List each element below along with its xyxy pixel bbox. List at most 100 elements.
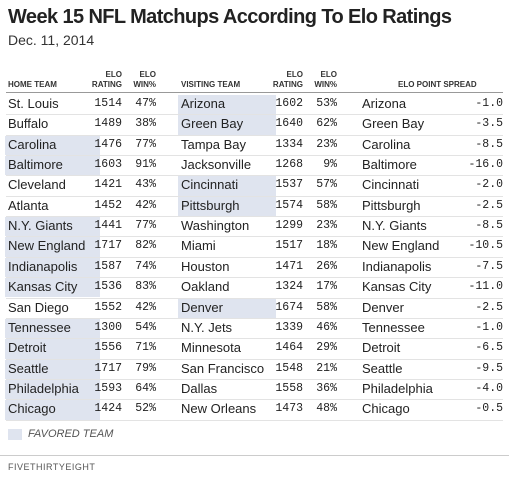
number-cell: 52%: [135, 402, 156, 416]
team-cell: Tennessee: [362, 319, 425, 335]
number-cell: 53%: [316, 97, 337, 110]
header-rule: [6, 92, 503, 93]
number-cell: 1517: [275, 239, 303, 253]
column-header: ELO POINT SPREAD: [398, 80, 477, 89]
number-cell: 43%: [135, 178, 156, 192]
team-cell: Pittsburgh: [362, 197, 421, 213]
team-cell: St. Louis: [8, 96, 59, 111]
team-cell: Washington: [181, 218, 250, 234]
number-cell: 1441: [94, 219, 122, 233]
favored-highlight: [5, 217, 100, 237]
row-rule: [6, 195, 503, 197]
number-cell: 1300: [94, 320, 122, 334]
row-rule: [6, 236, 503, 238]
number-cell: 26%: [316, 259, 337, 273]
row-rule: [6, 378, 503, 380]
number-cell: -4.0: [475, 381, 503, 395]
team-cell: N.Y. Giants: [362, 218, 427, 234]
number-cell: -6.5: [475, 341, 503, 355]
team-cell: San Francisco: [181, 360, 265, 376]
team-cell: Tennessee: [8, 319, 71, 335]
row-rule: [6, 297, 503, 299]
number-cell: -2.5: [475, 198, 503, 212]
row-rule: [6, 419, 503, 421]
number-cell: 1339: [275, 320, 303, 334]
team-cell: Seattle: [8, 360, 49, 376]
number-cell: 23%: [316, 137, 337, 151]
team-cell: Kansas City: [8, 279, 78, 295]
footer-rule: [0, 455, 509, 456]
team-cell: Philadelphia: [8, 380, 79, 396]
number-cell: 1558: [275, 381, 303, 395]
column-header: RATING: [272, 80, 303, 89]
number-cell: 48%: [316, 402, 337, 416]
column-header: HOME TEAM: [8, 80, 57, 89]
number-cell: 38%: [135, 117, 156, 131]
number-cell: 42%: [135, 198, 156, 212]
number-cell: 1334: [275, 137, 303, 151]
number-cell: -3.5: [475, 117, 503, 131]
team-cell: Baltimore: [362, 157, 417, 173]
number-cell: 77%: [135, 219, 156, 233]
team-cell: Carolina: [362, 136, 411, 152]
team-cell: Miami: [181, 238, 216, 254]
number-cell: 1593: [94, 381, 122, 395]
team-cell: Pittsburgh: [181, 197, 240, 213]
team-cell: Baltimore: [8, 157, 63, 173]
number-cell: 36%: [316, 381, 337, 395]
row-rule: [6, 114, 503, 116]
team-cell: Cincinnati: [362, 177, 420, 193]
number-cell: 83%: [135, 280, 156, 294]
number-cell: 71%: [135, 341, 156, 355]
team-cell: Indianapolis: [8, 258, 78, 274]
column-header: ELO: [105, 70, 122, 79]
number-cell: 1602: [275, 97, 303, 110]
number-cell: 1424: [94, 402, 122, 416]
favored-highlight: [5, 156, 100, 176]
number-cell: -16.0: [468, 158, 503, 172]
team-cell: New England: [8, 238, 86, 254]
number-cell: 1471: [275, 259, 303, 273]
team-cell: Chicago: [8, 401, 56, 417]
number-cell: 54%: [135, 320, 156, 334]
team-cell: Indianapolis: [362, 258, 432, 274]
number-cell: 1552: [94, 300, 122, 314]
number-cell: -1.0: [475, 320, 503, 334]
column-header: ELO: [139, 70, 156, 79]
number-cell: -9.5: [475, 361, 503, 375]
number-cell: 62%: [316, 117, 337, 131]
team-cell: N.Y. Jets: [181, 319, 233, 335]
favored-highlight: [5, 278, 100, 298]
team-cell: Seattle: [362, 360, 403, 376]
number-cell: -2.0: [475, 178, 503, 192]
row-rule: [6, 134, 503, 136]
number-cell: 1603: [94, 158, 122, 172]
team-cell: Chicago: [362, 401, 410, 417]
team-cell: Cincinnati: [181, 177, 239, 193]
number-cell: 58%: [316, 198, 337, 212]
number-cell: 1473: [275, 402, 303, 416]
number-cell: 1324: [275, 280, 303, 294]
number-cell: -8.5: [475, 219, 503, 233]
number-cell: 1674: [275, 300, 303, 314]
team-cell: Green Bay: [181, 116, 244, 132]
number-cell: 1514: [94, 97, 122, 110]
team-cell: Minnesota: [181, 340, 241, 356]
team-cell: San Diego: [8, 299, 69, 315]
number-cell: 1640: [275, 117, 303, 131]
legend-label: FAVORED TEAM: [28, 428, 114, 440]
favored-highlight: [5, 400, 100, 420]
row-rule: [6, 256, 503, 258]
team-cell: Cleveland: [8, 177, 66, 193]
number-cell: 1421: [94, 178, 122, 192]
team-cell: New England: [362, 238, 440, 254]
column-header: ELO: [320, 70, 337, 79]
number-cell: 17%: [316, 280, 337, 294]
number-cell: 1548: [275, 361, 303, 375]
favored-highlight: [5, 359, 100, 379]
team-cell: Denver: [362, 299, 404, 315]
number-cell: 82%: [135, 239, 156, 253]
number-cell: 21%: [316, 361, 337, 375]
team-cell: New Orleans: [181, 401, 257, 417]
